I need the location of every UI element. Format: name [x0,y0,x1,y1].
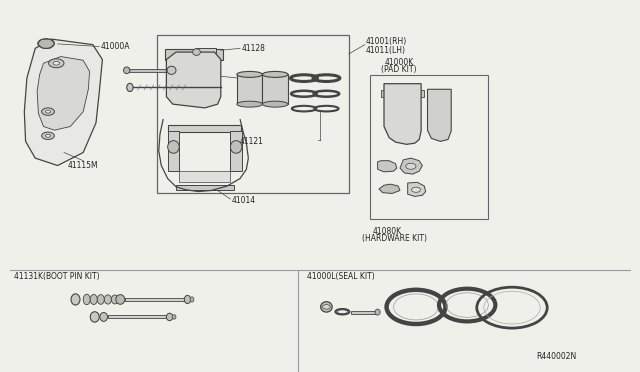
Circle shape [323,305,330,309]
Ellipse shape [111,295,118,304]
Bar [176,185,234,190]
Ellipse shape [97,295,104,304]
Text: 41000A: 41000A [100,42,130,51]
Bar [168,131,179,171]
Polygon shape [400,158,422,174]
Polygon shape [384,84,421,144]
Text: 41115M: 41115M [67,161,98,170]
Circle shape [42,108,54,115]
Ellipse shape [124,67,130,74]
Ellipse shape [184,295,191,304]
Circle shape [49,59,64,68]
Ellipse shape [168,141,179,153]
Bar [230,131,242,171]
Bar [381,90,387,97]
Text: 41128: 41128 [242,44,266,53]
Ellipse shape [262,71,288,77]
Ellipse shape [166,313,173,321]
Polygon shape [378,161,397,172]
Text: 41000L(SEAL KIT): 41000L(SEAL KIT) [307,272,375,281]
Polygon shape [37,57,90,130]
Text: 41121: 41121 [240,137,264,146]
Bar [165,49,223,60]
Text: (PAD KIT): (PAD KIT) [381,65,417,74]
Ellipse shape [90,312,99,322]
Text: (HARDWARE KIT): (HARDWARE KIT) [362,234,427,243]
Bar [262,74,288,104]
Polygon shape [408,182,426,196]
Ellipse shape [237,101,262,107]
Bar [125,298,186,301]
Polygon shape [24,39,102,166]
Bar [418,90,424,97]
Polygon shape [428,89,451,141]
Ellipse shape [100,312,108,321]
Bar [388,86,417,131]
Polygon shape [379,184,400,193]
Ellipse shape [190,297,194,302]
Bar [128,69,170,72]
Text: 41000K: 41000K [385,58,414,67]
Bar [157,35,349,193]
Circle shape [53,61,60,65]
Text: 41131K(BOOT PIN KIT): 41131K(BOOT PIN KIT) [14,272,100,281]
Text: 41011(LH): 41011(LH) [366,46,406,55]
Ellipse shape [90,295,97,304]
Text: 41014: 41014 [232,196,256,205]
Bar [108,315,168,318]
Polygon shape [166,52,221,108]
Ellipse shape [127,83,133,92]
Text: R440002N: R440002N [536,352,577,361]
Bar [370,75,488,219]
Ellipse shape [321,302,332,312]
Circle shape [45,110,51,113]
Text: 41080K: 41080K [372,227,402,236]
Ellipse shape [262,101,288,107]
Ellipse shape [104,295,111,304]
Ellipse shape [172,315,176,319]
Ellipse shape [116,295,125,304]
Ellipse shape [83,294,90,305]
Bar [168,125,241,132]
Bar [431,92,447,131]
Ellipse shape [167,66,176,74]
Bar [351,311,376,314]
Bar [237,74,262,104]
Circle shape [45,134,51,137]
Ellipse shape [71,294,80,305]
Circle shape [406,163,416,169]
Bar [179,171,230,182]
Text: 41121: 41121 [240,74,264,83]
Ellipse shape [375,309,380,315]
Ellipse shape [193,49,200,55]
Ellipse shape [230,141,242,153]
Circle shape [42,132,54,140]
Circle shape [38,39,54,48]
Bar [195,48,216,55]
Ellipse shape [237,71,262,77]
Circle shape [412,187,420,192]
Text: 41001(RH): 41001(RH) [366,37,407,46]
